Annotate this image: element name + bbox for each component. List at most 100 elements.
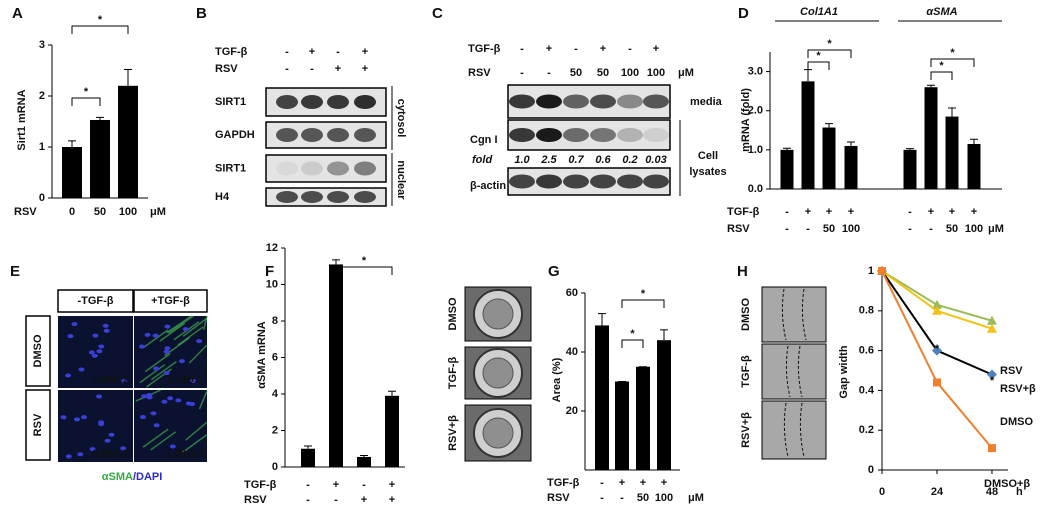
x-tick-label: 24 — [931, 486, 944, 498]
condition-value: + — [640, 477, 646, 489]
row-header: DMSO — [32, 334, 44, 367]
bar — [924, 87, 938, 189]
treatment-label: RSV — [215, 63, 238, 75]
unit-label: μM — [688, 492, 704, 504]
treatment-value: - — [574, 43, 578, 55]
band — [509, 174, 535, 189]
condition-value: - — [806, 223, 810, 235]
significance-bracket — [335, 266, 393, 275]
panel-letter: C — [432, 5, 443, 22]
condition-value: + — [661, 477, 667, 489]
condition-label: TGF-β — [244, 479, 277, 491]
series-label: DMSO — [1000, 416, 1033, 428]
nucleus — [146, 393, 153, 398]
image-label: TGF-β — [740, 355, 752, 388]
condition-value: - — [908, 206, 912, 218]
group-label: αSMA — [926, 6, 957, 18]
image-label: DMSO — [447, 297, 459, 330]
band — [301, 128, 323, 142]
bar — [357, 456, 371, 467]
blot — [265, 187, 387, 207]
error-bar — [948, 107, 956, 117]
marker — [986, 369, 997, 380]
nucleus — [141, 394, 148, 399]
error-bar — [96, 116, 104, 120]
band — [536, 94, 562, 109]
panel-letter: F — [265, 263, 274, 280]
band — [536, 174, 562, 189]
nucleus — [163, 349, 170, 354]
band — [354, 161, 376, 176]
significance-bracket — [807, 49, 852, 58]
treatment-value: + — [335, 63, 341, 75]
micrograph — [134, 390, 207, 462]
significance-star: * — [950, 47, 955, 59]
y-tick-label: 3.0 — [748, 65, 763, 77]
nucleus — [150, 411, 157, 416]
y-tick-label: 1 — [39, 141, 45, 153]
fold-value: 0.03 — [645, 154, 666, 166]
scratch-image — [761, 400, 827, 460]
treatment-value: + — [309, 46, 315, 58]
significance-bracket — [930, 58, 975, 67]
series-label: DMSO+β — [984, 478, 1030, 490]
nucleus — [71, 322, 78, 327]
y-axis-label: αSMA mRNA — [256, 321, 268, 389]
y-tick-label: 6 — [272, 351, 278, 363]
blot-row-label: H4 — [215, 191, 230, 203]
nucleus — [81, 415, 88, 420]
condition-value: + — [928, 206, 934, 218]
band — [354, 128, 376, 142]
nucleus — [103, 328, 110, 333]
condition-value: - — [929, 223, 933, 235]
nucleus — [139, 344, 146, 349]
band — [509, 94, 535, 109]
y-tick-label: 0 — [868, 464, 874, 476]
nucleus — [65, 454, 72, 459]
band — [276, 95, 298, 109]
nucleus — [164, 346, 171, 351]
nucleus — [102, 323, 109, 328]
fiber — [150, 431, 177, 451]
nucleus — [98, 422, 105, 427]
error-bar — [825, 123, 833, 128]
bar — [967, 143, 981, 189]
condition-value: + — [619, 477, 625, 489]
caption: αSMA/DAPI — [102, 471, 163, 483]
fiber — [181, 434, 208, 454]
blot-row-label: β-actin — [470, 180, 506, 192]
nucleus — [96, 349, 103, 354]
marker — [986, 323, 997, 333]
condition-value: 100 — [965, 223, 983, 235]
band — [590, 174, 616, 189]
error-bar — [360, 455, 368, 457]
bar — [615, 381, 629, 470]
image-label: RSV+β — [740, 412, 752, 448]
significance-star: * — [84, 86, 89, 98]
condition-value: - — [620, 492, 624, 504]
condition-value: 0 — [69, 206, 75, 218]
bar — [780, 149, 794, 189]
nucleus — [67, 334, 74, 339]
y-tick-label: 40 — [566, 346, 578, 358]
condition-label: RSV — [547, 492, 570, 504]
y-tick-label: 8 — [272, 315, 278, 327]
unit-label: μM — [150, 206, 166, 218]
treatment-value: 50 — [597, 67, 609, 79]
treatment-value: + — [600, 43, 606, 55]
band — [617, 94, 643, 109]
band — [536, 128, 562, 142]
y-tick-label: 0.0 — [748, 183, 763, 195]
bar — [62, 147, 82, 198]
image-label: TGF-β — [447, 357, 459, 390]
error-bar — [304, 445, 312, 449]
scratch-edge — [785, 345, 791, 398]
nucleus — [60, 415, 67, 420]
nucleus — [175, 398, 182, 403]
band — [276, 161, 298, 176]
error-bar — [124, 68, 132, 86]
y-tick-label: 2.0 — [748, 105, 763, 117]
band — [563, 128, 589, 142]
marker — [931, 299, 942, 309]
nucleus — [178, 359, 185, 364]
